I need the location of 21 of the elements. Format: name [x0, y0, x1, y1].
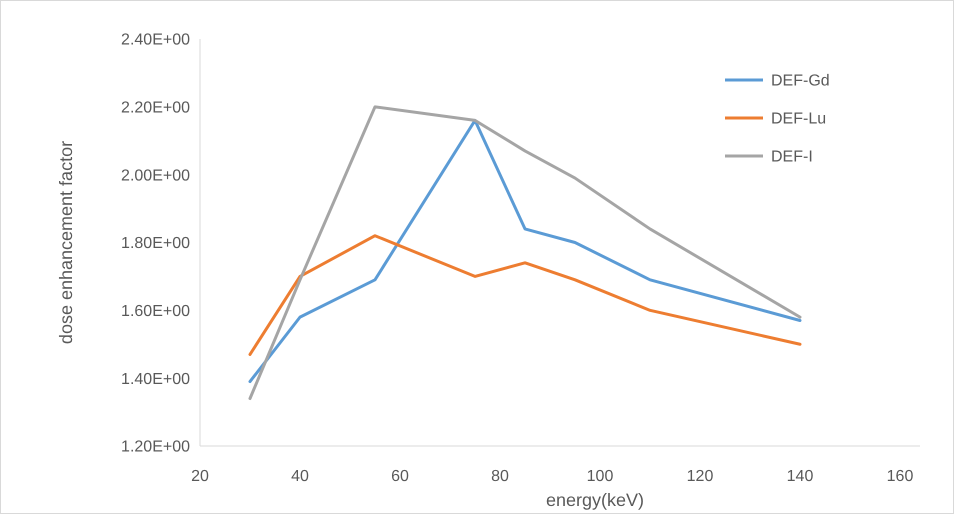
y-tick-label: 2.20E+00 [121, 99, 190, 116]
x-axis-title: energy(keV) [546, 490, 644, 510]
x-tick-label: 120 [686, 468, 714, 485]
legend-label: DEF-I [771, 148, 813, 166]
y-tick-label: 1.40E+00 [121, 370, 190, 388]
x-tick-label: 20 [191, 468, 209, 485]
x-tick-label: 40 [291, 468, 309, 485]
x-tick-label: 140 [786, 468, 814, 485]
y-tick-label: 2.40E+00 [121, 32, 190, 49]
x-tick-label: 160 [886, 468, 914, 485]
legend-label: DEF-Gd [771, 72, 830, 90]
y-tick-label: 1.20E+00 [121, 438, 190, 456]
y-tick-label: 2.00E+00 [121, 167, 190, 184]
y-tick-label: 1.80E+00 [121, 235, 190, 252]
x-tick-label: 60 [391, 468, 409, 485]
y-tick-label: 1.60E+00 [121, 302, 190, 320]
line-series [248, 234, 802, 356]
y-axis-title: dose enhancement factor [56, 140, 76, 344]
legend-label: DEF-Lu [771, 110, 826, 128]
x-tick-label: 100 [586, 468, 614, 485]
x-tick-label: 80 [491, 468, 509, 485]
